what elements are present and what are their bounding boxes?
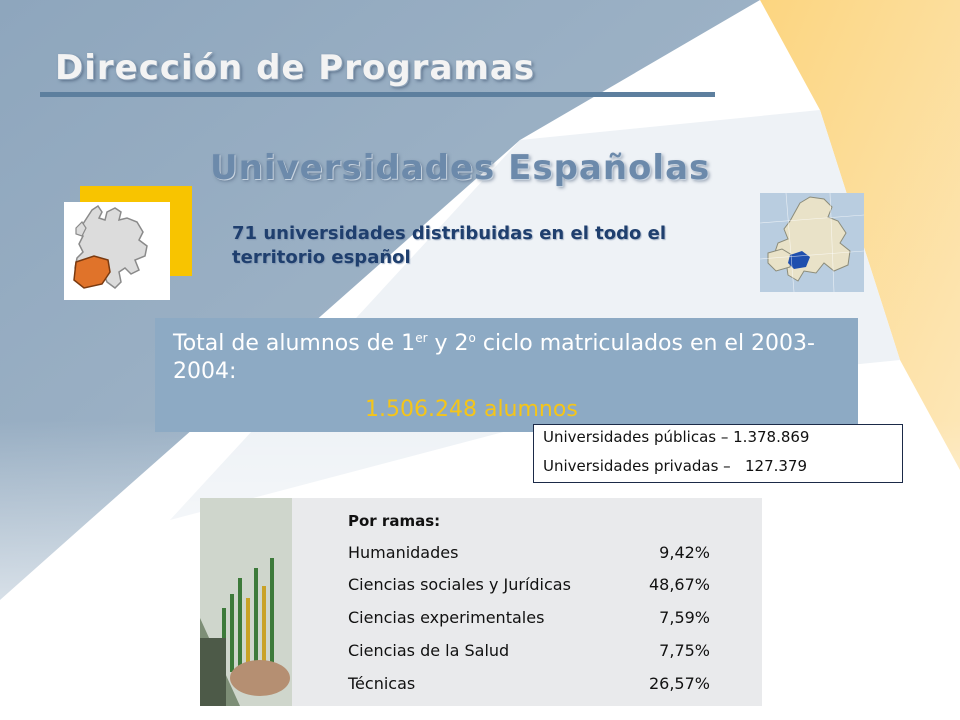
total-students-text: Total de alumnos de 1er y 2o ciclo matri… [173,331,815,384]
rama-label: Humanidades [348,543,459,562]
bg-blue-shape [0,0,760,600]
total-students-count: 1.506.248 alumnos [365,397,578,422]
intro-text: 71 universidades distribuidas en el todo… [232,223,667,268]
europe-spain-map-icon [64,186,194,301]
private-universities-line: Universidades privadas – 127.379 [543,457,808,475]
ramas-panel: Por ramas: Humanidades 9,42% Ciencias so… [200,498,762,706]
section-title: Universidades Españolas [210,148,711,188]
page-title: Dirección de Programas [55,48,536,88]
universities-breakdown-box: Universidades públicas – 1.378.869 Unive… [533,424,903,483]
finance-chart-photo [200,498,292,706]
rama-value: 48,67% [648,575,710,594]
title-underline [40,92,715,97]
ramas-heading: Por ramas: [348,512,441,530]
rama-value: 7,75% [659,641,710,660]
rama-value: 9,42% [659,543,710,562]
total-students-box: Total de alumnos de 1er y 2o ciclo matri… [155,318,858,432]
rama-value: 26,57% [648,674,710,693]
rama-label: Ciencias experimentales [348,608,545,627]
rama-label: Ciencias sociales y Jurídicas [348,575,571,594]
rama-label: Técnicas [348,674,416,693]
europe-map-photo [760,193,864,292]
public-universities-line: Universidades públicas – 1.378.869 [543,428,810,446]
rama-value: 7,59% [659,608,710,627]
rama-label: Ciencias de la Salud [348,641,510,660]
